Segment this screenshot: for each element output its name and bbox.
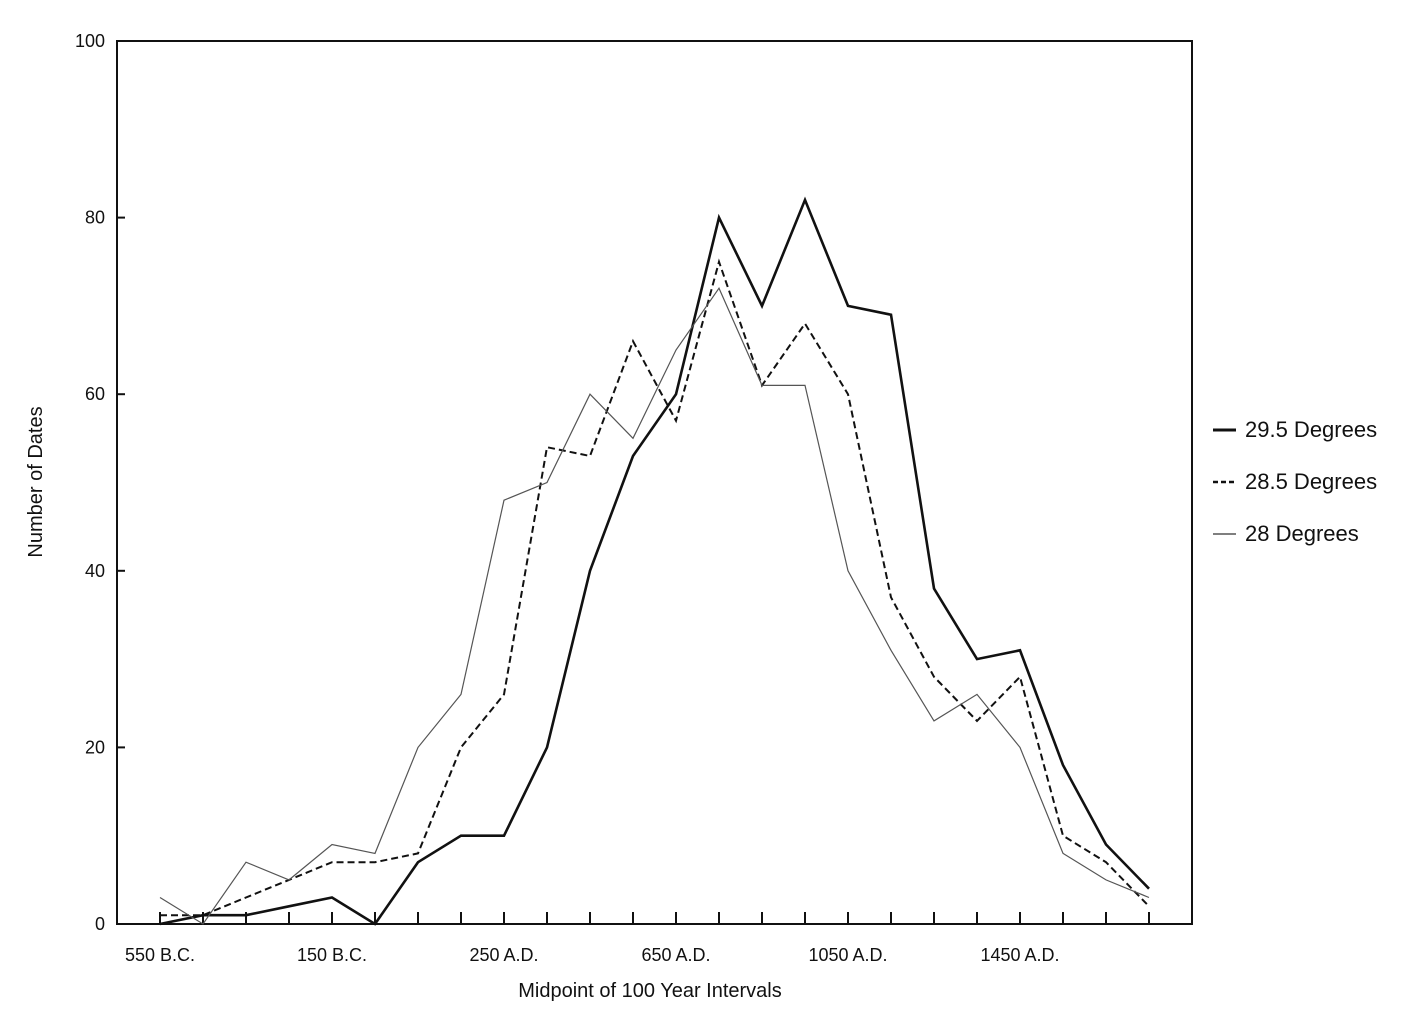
- y-tick-label: 80: [85, 208, 105, 228]
- series-line-3: [159, 286, 1150, 925]
- legend: 29.5 Degrees 28.5 Degrees 28 Degrees: [1213, 417, 1377, 546]
- x-tick-label: 650 A.D.: [641, 945, 710, 965]
- x-tick-label: 250 A.D.: [469, 945, 538, 965]
- y-tick-label: 40: [85, 561, 105, 581]
- x-tick-label: 150 B.C.: [297, 945, 367, 965]
- y-tick-label: 60: [85, 384, 105, 404]
- series-line-2: [160, 258, 1150, 917]
- x-tick-label: 1450 A.D.: [980, 945, 1059, 965]
- y-tick-label: 100: [75, 31, 105, 51]
- plot-frame: [116, 40, 1193, 925]
- y-axis-ticks: 0 20 40 60 80 100: [75, 31, 125, 934]
- legend-label: 28 Degrees: [1245, 521, 1359, 546]
- x-axis-ticks: 550 B.C. 150 B.C. 250 A.D. 650 A.D. 1050 A.D…: [125, 912, 1150, 965]
- y-tick-label: 20: [85, 737, 105, 757]
- legend-label: 29.5 Degrees: [1245, 417, 1377, 442]
- y-axis-title: Number of Dates: [25, 406, 47, 557]
- x-tick-label: 1050 A.D.: [808, 945, 887, 965]
- legend-label: 28.5 Degrees: [1245, 469, 1377, 494]
- series-line-1: [159, 196, 1150, 926]
- x-tick-label: 550 B.C.: [125, 945, 195, 965]
- series-lines: [159, 196, 1150, 926]
- y-tick-label: 0: [95, 914, 105, 934]
- x-axis-title: Midpoint of 100 Year Intervals: [518, 980, 782, 1002]
